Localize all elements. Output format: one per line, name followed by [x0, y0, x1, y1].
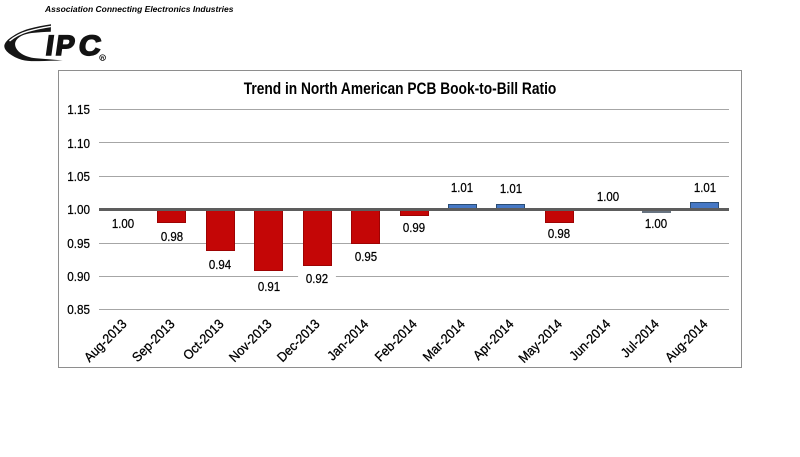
svg-text:R: R — [100, 55, 104, 61]
